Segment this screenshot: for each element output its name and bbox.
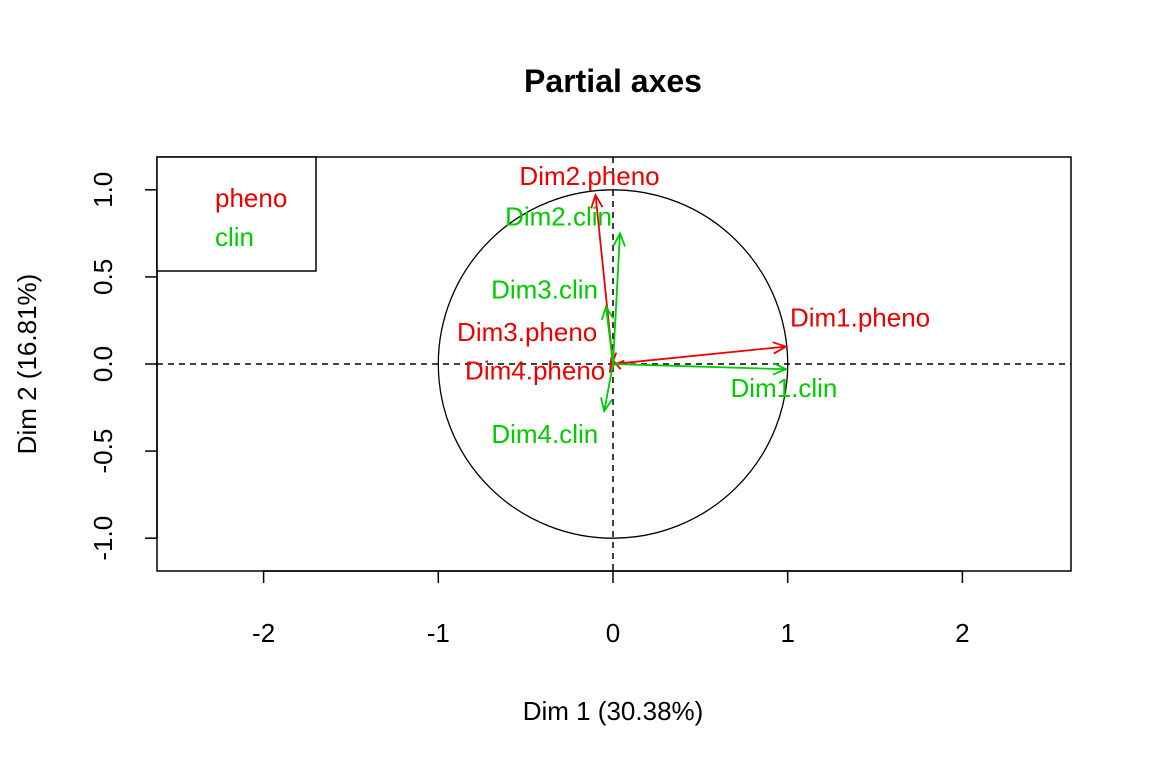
dim3-pheno-arrow-head xyxy=(608,356,622,373)
dim3-clin-arrow-head xyxy=(601,304,614,321)
dim3-pheno-label: Dim3.pheno xyxy=(457,317,597,347)
dim3-clin-label: Dim3.clin xyxy=(491,275,598,305)
x-tick-label: -1 xyxy=(427,618,450,648)
dim4-clin-label: Dim4.clin xyxy=(491,419,598,449)
y-tick-label: 0.5 xyxy=(88,259,118,295)
y-axis: -1.0 -0.5 0.0 0.5 1.0 xyxy=(88,172,158,561)
dim1-clin-arrow-head xyxy=(772,362,789,376)
series-pheno: Dim1.pheno Dim2.pheno Dim3.pheno Dim4.pheno xyxy=(457,161,930,386)
dim4-pheno-label: Dim4.pheno xyxy=(465,356,605,386)
dim2-clin-arrow-head xyxy=(612,231,626,247)
dim1-clin-label: Dim1.clin xyxy=(730,373,837,403)
y-tick-label: -0.5 xyxy=(88,429,118,474)
unit-circle xyxy=(437,189,789,539)
dim4-clin-arrow-head xyxy=(600,397,613,414)
dim4-clin-arrow xyxy=(603,363,614,412)
dim1-pheno-label: Dim1.pheno xyxy=(790,303,930,333)
x-tick-label: 2 xyxy=(955,618,969,648)
x-axis: -2 -1 0 1 2 xyxy=(252,570,970,648)
dim2-pheno-label: Dim2.pheno xyxy=(519,161,659,191)
legend-box xyxy=(156,156,317,272)
chart-title: Partial axes xyxy=(524,63,702,99)
y-tick-label: 1.0 xyxy=(88,172,118,208)
series-clin: Dim1.clin Dim2.clin Dim3.clin Dim4.clin xyxy=(491,201,837,449)
x-tick-label: 1 xyxy=(780,618,794,648)
dim2-pheno-arrow-head xyxy=(590,192,604,209)
legend-entry-clin: clin xyxy=(215,222,254,252)
legend: pheno clin xyxy=(156,156,317,272)
dim1-pheno-arrow-head xyxy=(772,341,789,355)
dim2-clin-arrow xyxy=(612,233,621,365)
x-tick-label: -2 xyxy=(252,618,275,648)
x-axis-label: Dim 1 (30.38%) xyxy=(523,696,704,726)
dim1-clin-arrow xyxy=(612,363,786,371)
y-tick-label: 0.0 xyxy=(88,346,118,382)
dim4-pheno-arrow-head xyxy=(609,352,625,368)
dim2-clin-label: Dim2.clin xyxy=(505,201,612,231)
dim3-clin-arrow xyxy=(605,306,614,365)
vector-layer: Dim1.pheno Dim2.pheno Dim3.pheno Dim4.pheno… xyxy=(457,161,930,449)
legend-entry-pheno: pheno xyxy=(215,183,287,213)
y-axis-label: Dim 2 (16.81%) xyxy=(12,274,42,455)
y-tick-label: -1.0 xyxy=(88,516,118,561)
correlation-circle xyxy=(437,189,789,539)
x-tick-label: 0 xyxy=(606,618,620,648)
dim1-pheno-arrow xyxy=(612,345,787,365)
